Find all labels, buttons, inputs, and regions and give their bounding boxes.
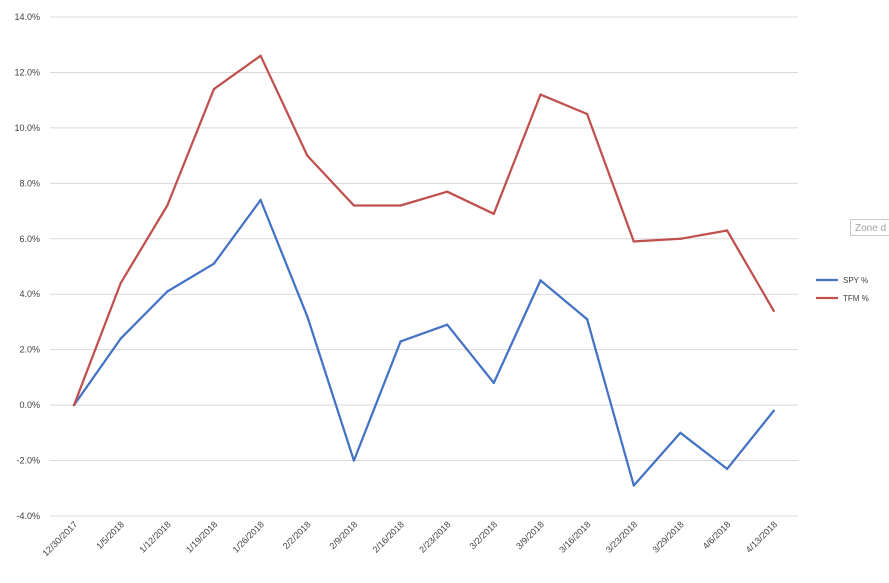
y-tick-label: 6.0% — [19, 234, 40, 244]
x-tick-label: 1/5/2018 — [94, 519, 126, 551]
data-point — [119, 281, 122, 285]
x-tick-label: 3/29/2018 — [650, 519, 685, 554]
data-point — [632, 484, 635, 487]
x-tick-label: 3/23/2018 — [604, 519, 639, 554]
data-point — [585, 317, 589, 321]
x-tick-label: 1/12/2018 — [137, 519, 172, 554]
data-point — [446, 323, 449, 326]
data-point — [166, 204, 169, 207]
y-tick-label: 0.0% — [19, 400, 40, 410]
data-point — [772, 309, 775, 313]
x-tick-label: 2/9/2018 — [327, 519, 359, 551]
x-tick-label: 4/6/2018 — [701, 519, 733, 551]
x-tick-label: 2/16/2018 — [371, 519, 406, 554]
data-point — [492, 212, 496, 216]
x-tick-label: 1/26/2018 — [231, 519, 266, 554]
y-tick-label: 12.0% — [14, 67, 40, 77]
data-point — [399, 340, 402, 343]
data-point — [446, 190, 449, 193]
data-point — [306, 154, 309, 157]
legend-label: TFM % — [843, 294, 869, 303]
data-point — [539, 93, 542, 96]
data-point — [259, 54, 262, 58]
data-point — [259, 198, 262, 202]
x-tick-label: 12/30/2017 — [40, 519, 79, 558]
y-tick-label: 2.0% — [19, 345, 40, 355]
legend-label: SPY % — [843, 276, 868, 285]
x-tick-label: 3/9/2018 — [514, 519, 546, 551]
x-tick-label: 2/23/2018 — [417, 519, 452, 554]
data-point — [399, 204, 402, 207]
y-tick-label: 4.0% — [19, 289, 40, 299]
data-point — [352, 459, 356, 462]
y-tick-label: 14.0% — [14, 12, 40, 22]
data-point — [679, 237, 682, 240]
data-point — [306, 315, 309, 318]
data-point — [212, 87, 216, 91]
data-point — [585, 112, 589, 116]
series-line-1 — [72, 54, 775, 406]
y-tick-label: -2.0% — [16, 456, 40, 466]
data-point — [166, 290, 169, 293]
data-point — [352, 204, 356, 207]
data-point — [212, 262, 216, 265]
data-point — [679, 431, 682, 435]
data-point — [725, 467, 729, 471]
x-tick-label: 1/19/2018 — [184, 519, 219, 554]
y-tick-label: 10.0% — [14, 123, 40, 133]
data-point — [72, 403, 76, 407]
data-point — [119, 337, 122, 340]
data-point — [539, 279, 542, 282]
zone-tooltip: Zone d — [850, 219, 889, 236]
x-tick-label: 3/2/2018 — [467, 519, 499, 551]
data-point — [632, 240, 635, 243]
series-line-0 — [73, 198, 775, 487]
data-point — [725, 229, 729, 232]
data-point — [492, 381, 496, 385]
x-tick-label: 3/16/2018 — [557, 519, 592, 554]
data-point — [772, 409, 775, 412]
y-tick-label: 8.0% — [19, 178, 40, 188]
x-tick-label: 2/2/2018 — [281, 519, 313, 551]
x-tick-label: 4/13/2018 — [744, 519, 779, 554]
y-tick-label: -4.0% — [16, 511, 40, 521]
